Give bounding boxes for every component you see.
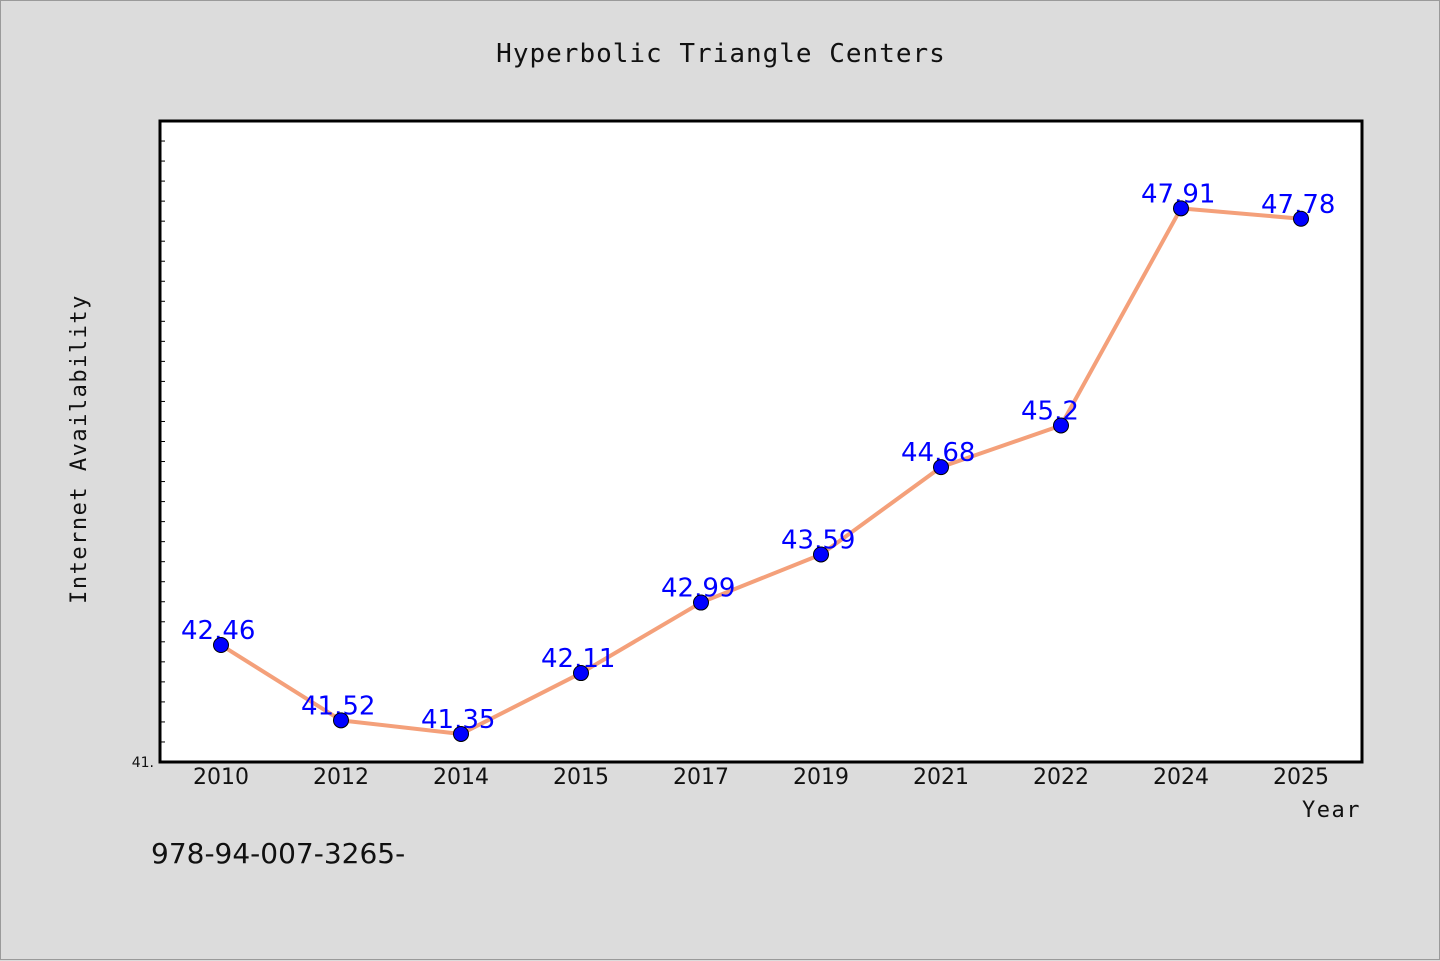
x-tick-label: 2025 — [1273, 765, 1329, 790]
data-point — [213, 637, 229, 654]
data-point — [333, 712, 349, 729]
x-tick-label: 2022 — [1033, 765, 1089, 790]
data-point — [1293, 210, 1309, 227]
x-tick-label: 2014 — [433, 765, 489, 790]
x-tick-label: 2017 — [673, 765, 729, 790]
series-line — [219, 206, 1302, 736]
x-tick-label: 2012 — [313, 765, 369, 790]
data-point — [1173, 200, 1189, 217]
x-tick-label: 2015 — [553, 765, 609, 790]
x-tick-label: 2019 — [793, 765, 849, 790]
x-tick-label: 2024 — [1153, 765, 1209, 790]
plot-area — [158, 119, 1364, 764]
data-point — [933, 459, 949, 476]
footer-text: 978-94-007-3265- — [151, 837, 405, 870]
x-tick-label: 2021 — [913, 765, 969, 790]
data-point — [813, 546, 829, 563]
y-axis-ticks — [160, 140, 165, 743]
chart-title: Hyperbolic Triangle Centers — [496, 39, 946, 69]
data-point — [573, 665, 589, 682]
data-point — [1053, 417, 1069, 434]
y-tick-label: 41. — [132, 755, 154, 771]
data-point — [453, 725, 469, 742]
x-axis-label: Year — [1302, 798, 1361, 823]
data-point — [693, 594, 709, 611]
data-label: 45.2 — [1021, 396, 1079, 426]
y-axis-label: Internet Availability — [67, 294, 92, 604]
x-tick-label: 2010 — [193, 765, 249, 790]
x-axis-tick-labels: 2010 2012 2014 2015 2017 2019 2021 2022 2024 2025 — [193, 765, 1329, 790]
